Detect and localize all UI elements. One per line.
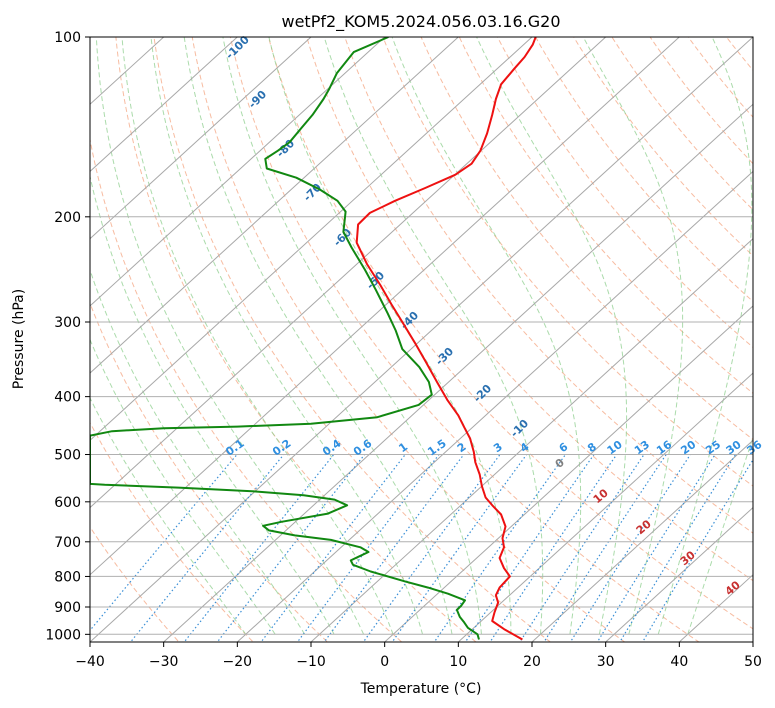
- mixing-ratio-line: [183, 454, 335, 642]
- dry-adiabat: [115, 37, 477, 642]
- dry-adiabat: [344, 37, 753, 534]
- x-axis: −40 −30 −20 −10 0 10 20 30 40 50: [75, 642, 762, 670]
- dry-adiabat: [90, 301, 329, 642]
- moist-adiabat: [121, 37, 394, 635]
- dry-adiabat: [306, 37, 753, 582]
- moist-adiabat: [476, 37, 628, 635]
- mixing-ratio-line: [391, 454, 528, 642]
- plot-frame: [89, 36, 754, 643]
- mixing-ratio-line: [489, 454, 618, 642]
- moist-adiabat: [90, 396, 247, 635]
- x-tick-label: 50: [744, 654, 762, 670]
- isotherm-line: [310, 237, 753, 642]
- y-tick-label: 200: [54, 210, 81, 226]
- mixing-ratio-line: [216, 454, 366, 642]
- mixing-ratio-line: [260, 454, 406, 642]
- y-tick-label: 800: [54, 569, 81, 585]
- isotherm-line: [90, 37, 753, 642]
- mixing-ratio-line: [641, 458, 753, 642]
- x-tick-label: −20: [223, 654, 253, 670]
- mixing-ratio-line: [129, 454, 285, 642]
- moist-adiabat: [687, 435, 753, 635]
- mixing-ratio-line: [433, 454, 566, 642]
- y-axis: 100 200 300 400 500 600 700 800 900 1000: [45, 30, 90, 643]
- x-tick-label: 20: [523, 654, 541, 670]
- x-axis-title: Temperature (°C): [360, 681, 482, 697]
- moist-adiabat: [95, 37, 365, 635]
- y-tick-label: 300: [54, 315, 81, 331]
- moist-adiabat: [90, 174, 335, 635]
- x-tick-label: −40: [75, 654, 105, 670]
- dry-adiabat: [229, 37, 700, 642]
- dry-adiabat: [458, 37, 753, 394]
- x-tick-label: −10: [296, 654, 326, 670]
- dry-adiabat: [535, 37, 753, 303]
- y-tick-label: 600: [54, 495, 81, 511]
- y-tick-label: 400: [54, 390, 81, 406]
- mixing-ratio-line: [464, 454, 595, 642]
- isotherm-line: [163, 103, 753, 642]
- y-tick-label: 500: [54, 448, 81, 464]
- isotherm-line: [90, 37, 607, 509]
- y-tick-label: 700: [54, 535, 81, 551]
- dry-adiabat: [90, 526, 180, 642]
- moist-adiabat: [90, 268, 306, 635]
- y-tick-label: 100: [54, 30, 81, 46]
- temperature-line: [355, 37, 537, 641]
- isotherm-line: [90, 37, 533, 442]
- x-tick-label: 40: [670, 654, 688, 670]
- dry-adiabat: [268, 37, 753, 630]
- dry-adiabat: [382, 37, 753, 487]
- moist-adiabat: [657, 37, 753, 635]
- isotherm-line: [236, 170, 753, 642]
- isotherm-line: [90, 37, 386, 307]
- moist-adiabat: [150, 37, 423, 635]
- isotherm-line: [457, 372, 753, 642]
- x-tick-label: 0: [380, 654, 389, 670]
- mixing-ratio-line: [519, 454, 645, 642]
- mixing-ratio-line: [90, 454, 238, 632]
- dry-adiabat: [573, 37, 753, 257]
- x-tick-label: 10: [449, 654, 467, 670]
- moist-adiabat: [323, 37, 544, 635]
- moist-adiabat: [90, 338, 276, 635]
- dewpoint-line: [90, 37, 480, 640]
- isotherm-line: [384, 305, 753, 642]
- isotherm-line: [531, 439, 753, 642]
- dry-adiabat: [649, 37, 753, 165]
- y-tick-label: 1000: [45, 627, 81, 643]
- isotherm-line: [90, 37, 238, 173]
- y-tick-label: 900: [54, 600, 81, 616]
- dry-adiabat: [90, 137, 403, 642]
- mixing-ratio-line: [596, 454, 716, 642]
- isotherm-line: [90, 37, 680, 576]
- mixing-ratio-line: [619, 454, 737, 642]
- y-axis-title: Pressure (hPa): [11, 289, 27, 389]
- isotherm-line: [90, 37, 459, 374]
- isotherm-line: [90, 37, 312, 240]
- x-tick-label: 30: [597, 654, 615, 670]
- moist-adiabat: [222, 37, 482, 635]
- chart-title: wetPf2_KOM5.2024.056.03.16.G20: [281, 12, 560, 32]
- moist-adiabat: [268, 37, 512, 635]
- dry-adiabat: [496, 37, 753, 348]
- pressure-grid: [90, 37, 753, 635]
- x-tick-label: −30: [149, 654, 179, 670]
- profile-series: [90, 37, 537, 641]
- moist-adiabat: [582, 37, 684, 635]
- isotherm-line: [605, 506, 753, 642]
